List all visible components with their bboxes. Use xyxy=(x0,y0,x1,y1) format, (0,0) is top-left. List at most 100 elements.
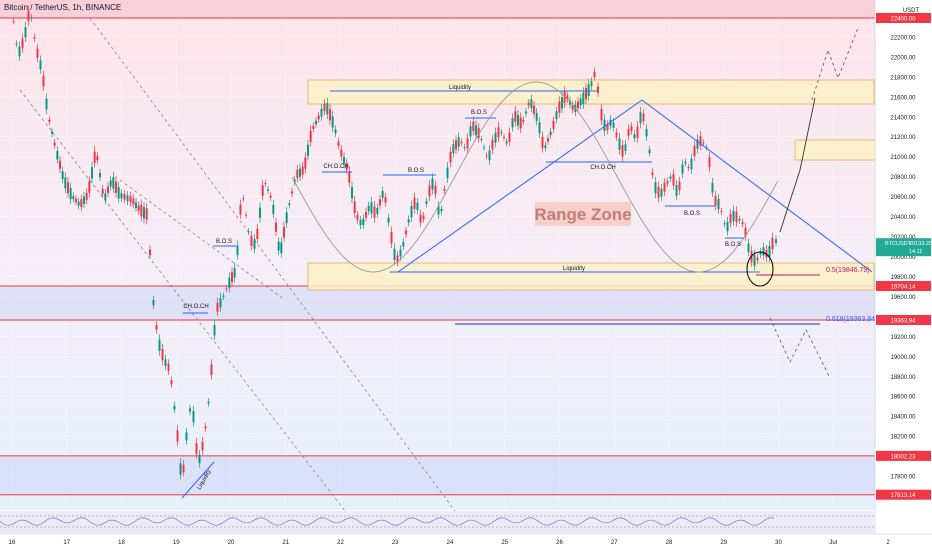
candle-body xyxy=(603,119,606,131)
candle-body xyxy=(552,120,555,129)
candle-body xyxy=(399,249,402,257)
candle-body xyxy=(83,196,85,204)
candle-body xyxy=(59,160,61,169)
candle-body xyxy=(353,201,356,213)
liquidity-zone-bottom xyxy=(307,262,875,291)
candle-body xyxy=(597,86,599,94)
candle-body xyxy=(93,151,96,163)
price-label: 19704.14 xyxy=(890,285,916,291)
range-zone-label: Range Zone xyxy=(534,205,631,224)
x-tick-label: 27 xyxy=(611,540,618,546)
candle-body xyxy=(277,241,280,251)
range-zone-bg xyxy=(535,202,631,226)
x-tick-label: 17 xyxy=(63,540,70,546)
candle-body xyxy=(104,193,107,201)
trend-line xyxy=(641,99,873,273)
candle-body xyxy=(535,112,538,121)
candle-body xyxy=(291,191,293,194)
candle-body xyxy=(337,141,340,146)
candle-body xyxy=(485,155,488,157)
candle-body xyxy=(402,242,405,247)
candle-body xyxy=(571,105,574,110)
candle-body xyxy=(365,211,367,218)
x-tick-label: 21 xyxy=(282,540,289,546)
candle-body xyxy=(675,184,678,196)
bos-label: B.O.S xyxy=(725,242,741,248)
candle-body xyxy=(348,171,351,183)
x-tick-label: 28 xyxy=(666,540,673,546)
candle-body xyxy=(222,295,225,297)
candle-body xyxy=(455,140,457,150)
candle-body xyxy=(522,119,525,122)
chart-title: Bitcoin / TetherUS, 1h, BINANCE xyxy=(4,3,122,12)
candle-body xyxy=(696,139,699,149)
candle-body xyxy=(387,217,390,223)
candle-body xyxy=(256,228,259,239)
candle-body xyxy=(735,211,738,223)
candle-body xyxy=(45,98,48,110)
candle-body xyxy=(250,236,253,246)
candle-body xyxy=(288,203,291,206)
candle-body xyxy=(503,136,505,139)
price-label-bg xyxy=(876,489,931,500)
candle-body xyxy=(747,243,750,252)
candle-body xyxy=(236,245,239,256)
candle-body xyxy=(198,454,201,464)
y-tick-label: 20200.00 xyxy=(890,235,916,241)
candle-body xyxy=(491,139,494,150)
candle-body xyxy=(239,204,242,215)
candle-body xyxy=(729,213,732,224)
x-tick-label: 16 xyxy=(9,540,16,546)
candle-body xyxy=(517,114,519,126)
candle-body xyxy=(15,43,18,45)
candle-body xyxy=(720,210,723,212)
support-band xyxy=(0,286,875,320)
candle-body xyxy=(483,147,485,149)
candle-body xyxy=(511,118,514,128)
candle-body xyxy=(621,145,624,157)
candle-body xyxy=(416,202,419,211)
last-price-bg xyxy=(876,238,931,257)
candle-body xyxy=(585,88,587,100)
projection-dashed-down xyxy=(769,317,831,379)
candle-body xyxy=(538,122,541,134)
candle-body xyxy=(48,119,51,122)
candle-body xyxy=(158,339,161,351)
candle-body xyxy=(732,210,735,222)
price-label-bg xyxy=(876,450,931,461)
channel-line xyxy=(119,179,286,301)
candle-body xyxy=(123,194,126,200)
candle-group xyxy=(12,5,777,480)
candle-body xyxy=(91,167,93,179)
price-label: 18002.23 xyxy=(890,454,916,460)
candle-body xyxy=(210,364,213,376)
candle-body xyxy=(185,432,188,441)
candle-body xyxy=(272,204,275,215)
candle-body xyxy=(600,109,603,121)
candle-body xyxy=(463,147,466,149)
candle-body xyxy=(75,198,77,203)
candle-body xyxy=(446,167,449,179)
candle-body xyxy=(684,161,687,164)
candle-body xyxy=(170,380,173,385)
candle-body xyxy=(410,205,413,218)
candle-body xyxy=(379,199,381,206)
candle-body xyxy=(549,131,552,136)
candle-body xyxy=(370,202,373,214)
oscillator-panel xyxy=(0,511,875,533)
candle-body xyxy=(541,136,544,148)
fib-0618-label: 0.618(19363.84) xyxy=(826,316,877,323)
candle-body xyxy=(72,196,75,200)
candle-body xyxy=(425,201,428,205)
candle-body xyxy=(143,207,145,219)
candle-body xyxy=(233,267,236,278)
candle-body xyxy=(18,46,21,57)
time-axis xyxy=(0,534,932,550)
candle-body xyxy=(437,205,440,215)
candle-body xyxy=(563,91,566,103)
candle-body xyxy=(660,188,663,197)
lower-support-band xyxy=(0,455,875,495)
candle-body xyxy=(21,38,24,49)
